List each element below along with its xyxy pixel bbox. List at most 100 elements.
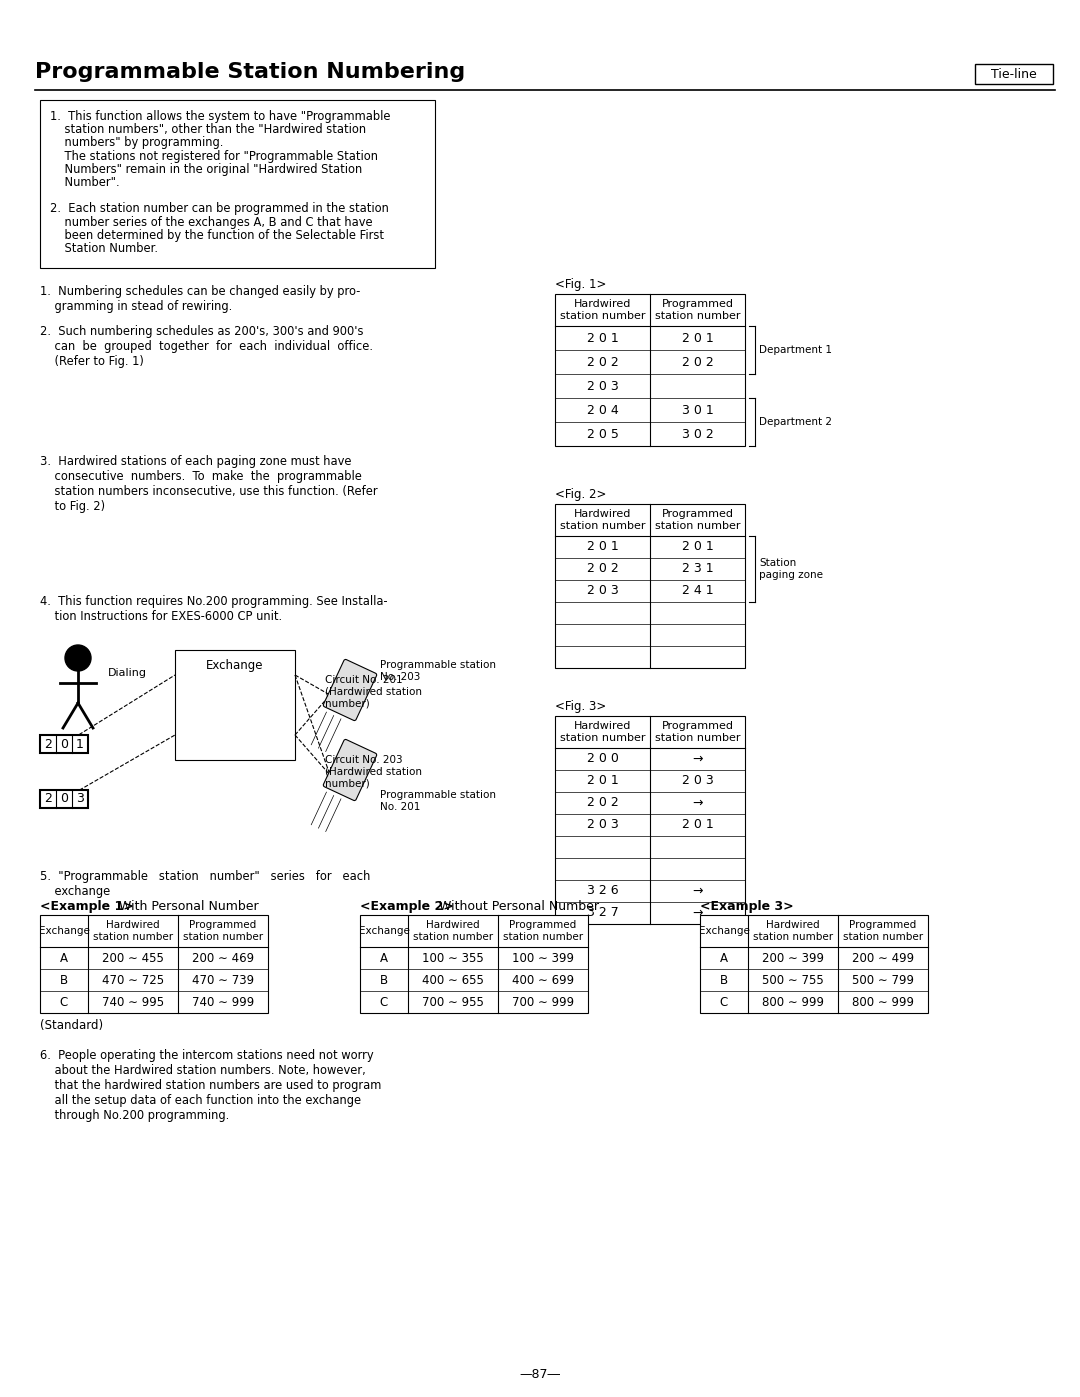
Text: 500 ∼ 799: 500 ∼ 799 [852,974,914,986]
Text: The stations not registered for "Programmable Station: The stations not registered for "Program… [50,149,378,162]
Text: C: C [720,996,728,1009]
Text: 2.  Such numbering schedules as 200's, 300's and 900's
    can  be  grouped  tog: 2. Such numbering schedules as 200's, 30… [40,326,373,367]
Text: 1.  This function allows the system to have "Programmable: 1. This function allows the system to ha… [50,110,391,123]
Text: B: B [720,974,728,986]
Bar [175,650,295,760]
Bar [40,101,435,268]
Text: 3 2 7: 3 2 7 [586,907,619,919]
FancyBboxPatch shape [323,659,377,721]
Text: Exchange: Exchange [359,926,409,936]
Text: 2 0 1: 2 0 1 [681,541,714,553]
Text: 740 ∼ 995: 740 ∼ 995 [102,996,164,1009]
Text: C: C [380,996,388,1009]
Text: 2 0 1: 2 0 1 [681,331,714,345]
Text: Programmable Station Numbering: Programmable Station Numbering [35,61,465,82]
Text: →: → [692,753,703,766]
Text: 100 ∼ 355: 100 ∼ 355 [422,951,484,964]
Text: number series of the exchanges A, B and C that have: number series of the exchanges A, B and … [50,215,373,229]
Text: Exchange: Exchange [206,658,264,672]
Bar [555,504,745,668]
Bar [360,915,588,1013]
Text: Dialing: Dialing [108,668,147,678]
Text: Without Personal Number: Without Personal Number [435,900,599,914]
Bar [40,915,268,1013]
Text: 6.  People operating the intercom stations need not worry
    about the Hardwire: 6. People operating the intercom station… [40,1049,381,1122]
Text: →: → [692,796,703,809]
Text: 2: 2 [44,792,52,806]
Text: A: A [720,951,728,964]
Text: Programmed
station number: Programmed station number [654,721,740,743]
Text: 2.  Each station number can be programmed in the station: 2. Each station number can be programmed… [50,203,389,215]
Text: 200 ∼ 469: 200 ∼ 469 [192,951,254,964]
Text: <Fig. 2>: <Fig. 2> [555,488,606,502]
Text: Programmable station
No. 203: Programmable station No. 203 [380,659,496,682]
Text: <Fig. 1>: <Fig. 1> [555,278,606,291]
Text: 2 0 3: 2 0 3 [586,819,619,831]
Bar [555,293,745,446]
Text: 2 0 2: 2 0 2 [586,355,619,369]
Text: 2 0 1: 2 0 1 [586,774,619,788]
Text: A: A [60,951,68,964]
Text: Number".: Number". [50,176,120,189]
Text: 470 ∼ 739: 470 ∼ 739 [192,974,254,986]
Text: Programmed
station number: Programmed station number [654,299,740,321]
Text: been determined by the function of the Selectable First: been determined by the function of the S… [50,229,384,242]
Text: 2 4 1: 2 4 1 [681,584,713,598]
Text: Department 1: Department 1 [759,345,832,355]
Text: 4.  This function requires No.200 programming. See Installa-
    tion Instructio: 4. This function requires No.200 program… [40,595,388,623]
Text: Programmed
station number: Programmed station number [842,921,923,942]
Text: <Fig. 3>: <Fig. 3> [555,700,606,712]
Text: 470 ∼ 725: 470 ∼ 725 [102,974,164,986]
Text: 100 ∼ 399: 100 ∼ 399 [512,951,573,964]
Text: (Standard): (Standard) [40,1018,103,1032]
Text: 200 ∼ 399: 200 ∼ 399 [762,951,824,964]
Text: <Example 3>: <Example 3> [700,900,794,914]
Text: 2 0 3: 2 0 3 [586,584,619,598]
Text: 400 ∼ 655: 400 ∼ 655 [422,974,484,986]
Text: numbers" by programming.: numbers" by programming. [50,137,224,149]
Text: 2 0 2: 2 0 2 [586,563,619,576]
Text: Circuit No. 203
(Hardwired station
number): Circuit No. 203 (Hardwired station numbe… [325,754,422,788]
Bar [975,64,1053,84]
Text: 2 0 1: 2 0 1 [586,331,619,345]
Text: Exchange: Exchange [39,926,90,936]
Text: 5.  "Programmable   station   number"   series   for   each
    exchange: 5. "Programmable station number" series … [40,870,370,898]
Circle shape [65,645,91,671]
Text: 2 0 2: 2 0 2 [586,796,619,809]
Text: Hardwired
station number: Hardwired station number [559,509,645,531]
Text: A: A [380,951,388,964]
Text: Hardwired
station number: Hardwired station number [93,921,173,942]
Text: 500 ∼ 755: 500 ∼ 755 [762,974,824,986]
Text: 0: 0 [60,738,68,750]
Bar [40,789,87,807]
Bar [700,915,928,1013]
Text: 700 ∼ 955: 700 ∼ 955 [422,996,484,1009]
Text: 3 0 2: 3 0 2 [681,427,714,440]
Text: 2 0 0: 2 0 0 [586,753,619,766]
Text: B: B [59,974,68,986]
Text: 2 0 2: 2 0 2 [681,355,714,369]
Text: →: → [692,907,703,919]
Text: Station
paging zone: Station paging zone [759,559,823,580]
Text: 800 ∼ 999: 800 ∼ 999 [852,996,914,1009]
Text: 3 0 1: 3 0 1 [681,404,714,416]
Text: Exchange: Exchange [699,926,750,936]
Text: <Example 1>: <Example 1> [40,900,134,914]
Text: station numbers", other than the "Hardwired station: station numbers", other than the "Hardwi… [50,123,366,136]
Bar [555,717,745,923]
Text: Station Number.: Station Number. [50,242,158,256]
Text: Programmed
station number: Programmed station number [503,921,583,942]
Text: Department 2: Department 2 [759,416,832,427]
Text: —87―: —87― [519,1369,561,1382]
Text: 2 0 5: 2 0 5 [586,427,619,440]
Text: Hardwired
station number: Hardwired station number [559,721,645,743]
Text: Circuit No. 201
(Hardwired station
number): Circuit No. 201 (Hardwired station numbe… [325,675,422,708]
Text: 200 ∼ 455: 200 ∼ 455 [103,951,164,964]
Bar [40,735,87,753]
Text: C: C [59,996,68,1009]
Text: Hardwired
station number: Hardwired station number [413,921,494,942]
Text: 740 ∼ 999: 740 ∼ 999 [192,996,254,1009]
Text: 1.  Numbering schedules can be changed easily by pro-
    gramming in stead of r: 1. Numbering schedules can be changed ea… [40,285,361,313]
Text: 2 0 3: 2 0 3 [586,380,619,393]
Text: 700 ∼ 999: 700 ∼ 999 [512,996,575,1009]
